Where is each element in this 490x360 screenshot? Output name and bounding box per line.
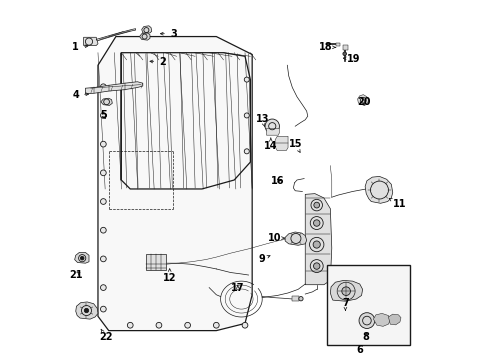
Text: 1: 1 (73, 42, 88, 52)
Bar (343, 45, 347, 50)
Circle shape (100, 256, 106, 262)
Text: 3: 3 (160, 29, 177, 39)
Polygon shape (85, 82, 143, 94)
Circle shape (343, 52, 346, 55)
Polygon shape (76, 302, 98, 319)
Text: 6: 6 (356, 345, 363, 355)
Circle shape (359, 313, 375, 328)
Polygon shape (389, 314, 401, 325)
Text: 15: 15 (289, 139, 302, 152)
Circle shape (156, 322, 162, 328)
Text: 2: 2 (150, 57, 166, 67)
Circle shape (314, 263, 320, 269)
Circle shape (245, 113, 249, 118)
Text: 10: 10 (268, 233, 284, 243)
Polygon shape (330, 280, 363, 301)
Text: 17: 17 (231, 283, 245, 293)
Text: 12: 12 (163, 269, 176, 283)
Circle shape (245, 149, 249, 154)
Text: 16: 16 (270, 176, 284, 186)
Polygon shape (365, 176, 393, 203)
Circle shape (100, 84, 106, 90)
Circle shape (299, 297, 303, 301)
Text: 5: 5 (100, 110, 107, 120)
Text: 19: 19 (343, 54, 360, 64)
Polygon shape (74, 252, 89, 263)
Circle shape (100, 199, 106, 204)
Polygon shape (140, 33, 150, 40)
Circle shape (214, 322, 219, 328)
Polygon shape (142, 26, 152, 33)
Text: 18: 18 (319, 42, 336, 52)
Circle shape (100, 227, 106, 233)
Text: 8: 8 (363, 332, 369, 342)
Circle shape (314, 202, 319, 208)
Polygon shape (267, 129, 279, 135)
Text: 21: 21 (69, 270, 82, 280)
Polygon shape (373, 314, 390, 326)
Text: 20: 20 (357, 97, 371, 107)
Circle shape (185, 322, 191, 328)
Circle shape (100, 306, 106, 312)
Bar (337, 42, 340, 46)
Circle shape (100, 285, 106, 291)
Circle shape (100, 113, 106, 118)
Text: 7: 7 (342, 298, 349, 310)
Polygon shape (305, 194, 332, 285)
Circle shape (242, 322, 248, 328)
Text: 11: 11 (389, 198, 406, 210)
Text: 13: 13 (255, 114, 269, 127)
Polygon shape (84, 37, 98, 45)
Polygon shape (275, 136, 288, 150)
Circle shape (100, 141, 106, 147)
Circle shape (342, 287, 350, 296)
Circle shape (100, 170, 106, 176)
Polygon shape (285, 232, 307, 245)
Bar (292, 296, 299, 301)
Circle shape (127, 322, 133, 328)
Circle shape (313, 241, 320, 248)
Circle shape (84, 309, 89, 313)
Circle shape (265, 119, 279, 134)
Bar (147, 254, 166, 270)
Circle shape (80, 256, 84, 260)
Text: 9: 9 (259, 254, 270, 264)
Text: 4: 4 (73, 90, 89, 100)
Polygon shape (98, 37, 252, 330)
Text: 14: 14 (264, 138, 277, 151)
Circle shape (314, 220, 320, 226)
Polygon shape (101, 98, 112, 105)
Polygon shape (96, 29, 136, 41)
Polygon shape (358, 95, 368, 105)
Text: 22: 22 (99, 329, 113, 342)
Circle shape (245, 77, 249, 82)
Bar (327, 265, 410, 345)
